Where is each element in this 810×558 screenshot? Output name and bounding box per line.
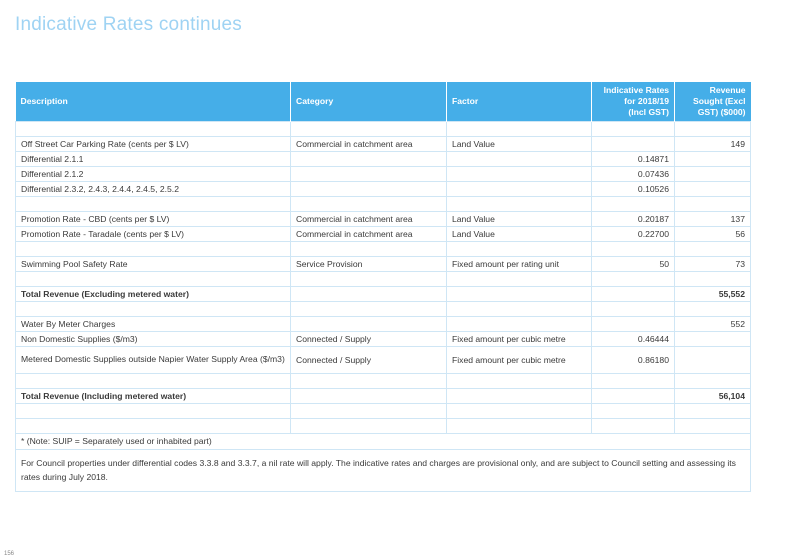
table-row-total: Total Revenue (Excluding metered water) … bbox=[15, 285, 751, 302]
cell-description: Non Domestic Supplies ($/m3) bbox=[15, 330, 291, 347]
cell-description: Swimming Pool Safety Rate bbox=[15, 255, 291, 272]
cell-category bbox=[290, 387, 447, 404]
header-indicative-rates: Indicative Rates for 2018/19 (Incl GST) bbox=[591, 82, 675, 121]
cell-rate bbox=[591, 387, 675, 404]
cell-revenue bbox=[674, 345, 751, 374]
cell-rate: 50 bbox=[591, 255, 675, 272]
cell-description: Differential 2.3.2, 2.4.3, 2.4.4, 2.4.5,… bbox=[15, 180, 291, 197]
cell-factor: Fixed amount per cubic metre bbox=[446, 330, 592, 347]
cell-revenue bbox=[674, 165, 751, 182]
footnote-text: For Council properties under differentia… bbox=[15, 448, 751, 492]
cell-category: Commercial in catchment area bbox=[290, 210, 447, 227]
cell-rate: 0.46444 bbox=[591, 330, 675, 347]
table-row: Differential 2.1.1 0.14871 bbox=[15, 150, 751, 167]
table-row: Off Street Car Parking Rate (cents per $… bbox=[15, 135, 751, 152]
cell-category bbox=[290, 165, 447, 182]
spacer-row bbox=[15, 372, 751, 389]
cell-description: Differential 2.1.2 bbox=[15, 165, 291, 182]
table-row-total: Total Revenue (Including metered water) … bbox=[15, 387, 751, 404]
cell-rate: 0.10526 bbox=[591, 180, 675, 197]
note-row: * (Note: SUIP = Separately used or inhab… bbox=[15, 432, 751, 450]
table-row: Differential 2.3.2, 2.4.3, 2.4.4, 2.4.5,… bbox=[15, 180, 751, 197]
header-description: Description bbox=[15, 82, 291, 121]
cell-revenue bbox=[674, 150, 751, 167]
spacer-row bbox=[15, 402, 751, 419]
cell-revenue: 56 bbox=[674, 225, 751, 242]
header-rates-line2: for 2018/19 bbox=[624, 95, 669, 106]
spacer-row bbox=[15, 240, 751, 257]
cell-revenue: 73 bbox=[674, 255, 751, 272]
cell-category: Connected / Supply bbox=[290, 345, 447, 374]
cell-factor: Fixed amount per rating unit bbox=[446, 255, 592, 272]
cell-factor bbox=[446, 165, 592, 182]
cell-category: Connected / Supply bbox=[290, 330, 447, 347]
cell-rate bbox=[591, 285, 675, 302]
cell-factor bbox=[446, 315, 592, 332]
cell-revenue: 56,104 bbox=[674, 387, 751, 404]
cell-description: Off Street Car Parking Rate (cents per $… bbox=[15, 135, 291, 152]
header-rates-line3: (Incl GST) bbox=[628, 106, 669, 117]
cell-category bbox=[290, 285, 447, 302]
header-category: Category bbox=[290, 82, 447, 121]
table-row: Promotion Rate - Taradale (cents per $ L… bbox=[15, 225, 751, 242]
cell-factor: Land Value bbox=[446, 135, 592, 152]
cell-rate: 0.20187 bbox=[591, 210, 675, 227]
spacer-row bbox=[15, 270, 751, 287]
cell-rate: 0.86180 bbox=[591, 345, 675, 374]
table-row: Non Domestic Supplies ($/m3) Connected /… bbox=[15, 330, 751, 347]
cell-factor bbox=[446, 150, 592, 167]
cell-description: Metered Domestic Supplies outside Napier… bbox=[15, 345, 291, 374]
header-revenue-line2: Sought (Excl bbox=[692, 95, 746, 106]
cell-rate bbox=[591, 135, 675, 152]
cell-factor bbox=[446, 387, 592, 404]
cell-rate: 0.22700 bbox=[591, 225, 675, 242]
cell-category bbox=[290, 315, 447, 332]
cell-description: Total Revenue (Including metered water) bbox=[15, 387, 291, 404]
cell-revenue: 149 bbox=[674, 135, 751, 152]
cell-revenue: 137 bbox=[674, 210, 751, 227]
cell-factor: Land Value bbox=[446, 210, 592, 227]
cell-factor: Land Value bbox=[446, 225, 592, 242]
cell-description: Promotion Rate - CBD (cents per $ LV) bbox=[15, 210, 291, 227]
spacer-row bbox=[15, 120, 751, 137]
cell-factor: Fixed amount per cubic metre bbox=[446, 345, 592, 374]
header-revenue-sought: Revenue Sought (Excl GST) ($000) bbox=[674, 82, 751, 121]
cell-rate: 0.07436 bbox=[591, 165, 675, 182]
cell-factor bbox=[446, 180, 592, 197]
cell-category: Commercial in catchment area bbox=[290, 225, 447, 242]
cell-category: Commercial in catchment area bbox=[290, 135, 447, 152]
table-row: Water By Meter Charges 552 bbox=[15, 315, 751, 332]
cell-revenue bbox=[674, 330, 751, 347]
table-row: Differential 2.1.2 0.07436 bbox=[15, 165, 751, 182]
cell-rate bbox=[591, 315, 675, 332]
header-revenue-line3: GST) ($000) bbox=[697, 106, 746, 117]
cell-category bbox=[290, 150, 447, 167]
cell-category bbox=[290, 180, 447, 197]
header-rates-line1: Indicative Rates bbox=[603, 84, 669, 95]
cell-category: Service Provision bbox=[290, 255, 447, 272]
cell-rate: 0.14871 bbox=[591, 150, 675, 167]
header-revenue-line1: Revenue bbox=[709, 84, 746, 95]
cell-revenue: 55,552 bbox=[674, 285, 751, 302]
spacer-row bbox=[15, 300, 751, 317]
indicative-rates-table: Description Category Factor Indicative R… bbox=[15, 82, 751, 492]
cell-revenue: 552 bbox=[674, 315, 751, 332]
cell-description: Water By Meter Charges bbox=[15, 315, 291, 332]
spacer-row bbox=[15, 417, 751, 434]
spacer-row bbox=[15, 195, 751, 212]
table-row: Metered Domestic Supplies outside Napier… bbox=[15, 345, 751, 374]
cell-description: Promotion Rate - Taradale (cents per $ L… bbox=[15, 225, 291, 242]
footnote-row: For Council properties under differentia… bbox=[15, 448, 751, 492]
cell-description: Differential 2.1.1 bbox=[15, 150, 291, 167]
cell-factor bbox=[446, 285, 592, 302]
header-factor: Factor bbox=[446, 82, 592, 121]
table-row: Swimming Pool Safety Rate Service Provis… bbox=[15, 255, 751, 272]
note-text: * (Note: SUIP = Separately used or inhab… bbox=[15, 432, 751, 450]
cell-revenue bbox=[674, 180, 751, 197]
cell-description: Total Revenue (Excluding metered water) bbox=[15, 285, 291, 302]
page-number: 156 bbox=[4, 551, 15, 557]
page-title: Indicative Rates continues bbox=[15, 14, 242, 35]
table-header-row: Description Category Factor Indicative R… bbox=[15, 82, 751, 121]
table-row: Promotion Rate - CBD (cents per $ LV) Co… bbox=[15, 210, 751, 227]
